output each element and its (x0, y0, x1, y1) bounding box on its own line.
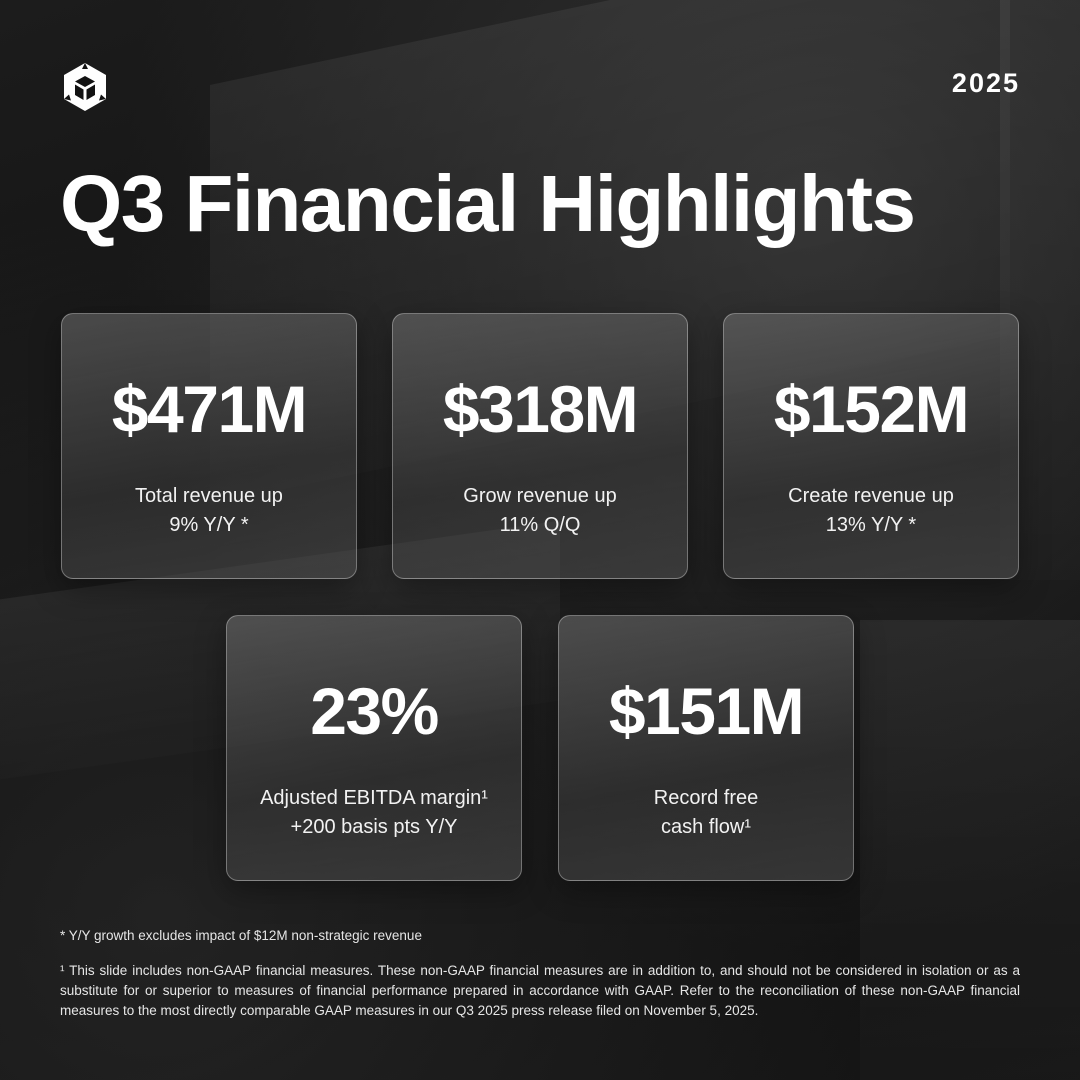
metric-value: $318M (442, 372, 639, 446)
metric-card-free-cash-flow: $151M Record free cash flow¹ (558, 615, 854, 881)
footnote-asterisk: * Y/Y growth excludes impact of $12M non… (60, 928, 422, 943)
metric-card-total-revenue: $471M Total revenue up 9% Y/Y * (61, 313, 357, 579)
metric-description: Grow revenue up 11% Q/Q (393, 482, 687, 540)
background-panel (860, 620, 1080, 1080)
metric-description-line: 11% Q/Q (499, 514, 581, 536)
metric-value: $471M (111, 372, 308, 446)
metric-description: Create revenue up 13% Y/Y * (724, 482, 1018, 540)
metric-description: Total revenue up 9% Y/Y * (62, 482, 356, 540)
page-title: Q3 Financial Highlights (60, 159, 916, 248)
metric-value: 23% (310, 674, 439, 748)
metric-card-adjusted-ebitda: 23% Adjusted EBITDA margin¹ +200 basis p… (226, 615, 522, 881)
metric-description: Record free cash flow¹ (559, 784, 853, 842)
year-label: 2025 (951, 68, 1020, 98)
unity-cube-logo-icon (64, 63, 106, 111)
metric-description-line: Create revenue up (788, 485, 954, 507)
metric-value: $151M (608, 674, 805, 748)
metric-description-line: Grow revenue up (463, 485, 617, 507)
metric-description-line: 9% Y/Y * (169, 514, 249, 536)
metric-card-grow-revenue: $318M Grow revenue up 11% Q/Q (392, 313, 688, 579)
metric-description-line: +200 basis pts Y/Y (290, 816, 458, 838)
metric-description-line: cash flow¹ (660, 816, 752, 838)
footnote-non-gaap: ¹ This slide includes non-GAAP financial… (60, 963, 1020, 1018)
metric-description-line: Record free (653, 787, 759, 809)
metric-description-line: 13% Y/Y * (825, 514, 917, 536)
metric-value: $152M (773, 372, 970, 446)
metric-description-line: Adjusted EBITDA margin¹ (260, 787, 488, 809)
metric-description: Adjusted EBITDA margin¹ +200 basis pts Y… (227, 784, 521, 842)
metric-description-line: Total revenue up (135, 485, 283, 507)
metric-card-create-revenue: $152M Create revenue up 13% Y/Y * (723, 313, 1019, 579)
